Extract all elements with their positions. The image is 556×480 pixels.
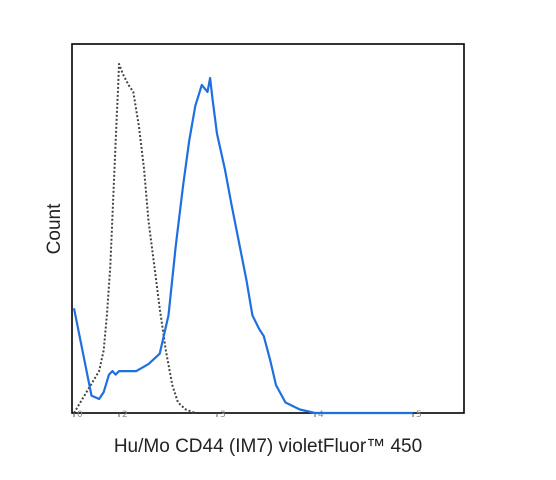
y-axis-title: Count bbox=[44, 203, 65, 254]
control-histogram-line bbox=[73, 63, 196, 414]
x-tick-label: 4 bbox=[318, 410, 324, 420]
x-tick-label: 0 bbox=[77, 410, 83, 420]
x-axis-title: Hu/Mo CD44 (IM7) violetFluor™ 450 bbox=[114, 436, 422, 457]
plot-frame bbox=[71, 43, 465, 414]
x-tick-label: 3 bbox=[220, 410, 226, 420]
series-layer bbox=[72, 63, 413, 415]
x-axis-ticks: 0 2 3 4 5 bbox=[73, 410, 422, 420]
x-tick-label: 5 bbox=[416, 410, 422, 420]
x-tick-label: 2 bbox=[122, 410, 128, 420]
stained-histogram-line bbox=[72, 76, 413, 415]
